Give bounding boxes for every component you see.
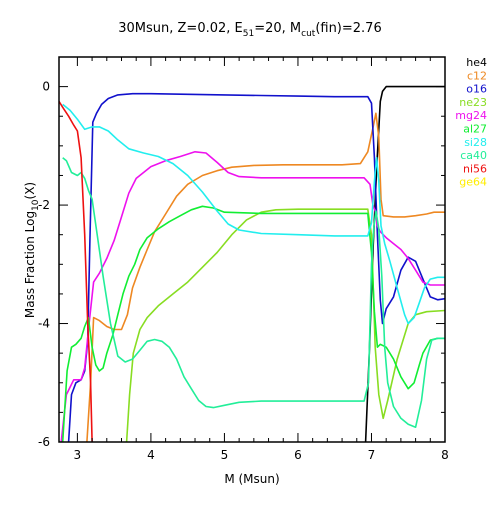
- series-line-ni56: [59, 100, 93, 442]
- legend-entry-he4: he4: [466, 56, 487, 69]
- legend-entry-ne23: ne23: [459, 96, 487, 109]
- x-tick-label: 4: [147, 448, 155, 462]
- series-line-mg24: [60, 151, 445, 442]
- y-tick-label: -4: [38, 317, 50, 331]
- title-sub1: 51: [243, 29, 254, 39]
- legend-entry-ge64: ge64: [459, 176, 487, 189]
- tick-layer: [59, 56, 446, 443]
- legend-entry-al27: al27: [463, 123, 487, 136]
- legend-entry-ni56: ni56: [463, 162, 487, 175]
- legend-entry-mg24: mg24: [455, 109, 487, 122]
- x-tick-label: 6: [294, 448, 302, 462]
- legend-entry-si28: si28: [464, 136, 487, 149]
- title-sub2: cut: [301, 29, 316, 39]
- series-line-ca40: [62, 157, 445, 428]
- series-line-o16: [67, 92, 445, 442]
- x-axis-label: M (Msun): [224, 472, 279, 486]
- legend-entry-o16: o16: [466, 83, 487, 96]
- plot-area: [58, 56, 446, 443]
- series-line-si28: [62, 103, 445, 325]
- y-tick-label: -2: [38, 198, 50, 212]
- series-line-c12: [86, 112, 445, 442]
- y-tick-labels: 0 -2 -4 -6: [38, 80, 50, 449]
- legend-entry-ca40: ca40: [460, 149, 487, 162]
- y-axis-label: Mass Fraction Log10(X): [23, 182, 41, 318]
- x-tick-label: 5: [221, 448, 229, 462]
- y-tick-label: 0: [42, 80, 50, 94]
- series-layer: [59, 85, 445, 442]
- y-label-sub: 10: [31, 199, 41, 211]
- title-mid: =20, M: [254, 21, 301, 36]
- x-tick-labels: 3 4 5 6 7 8: [74, 448, 449, 462]
- plot-frame: [58, 56, 446, 443]
- chart-title: 30Msun, Z=0.02, E51=20, Mcut(fin)=2.76: [118, 21, 381, 39]
- y-tick-label: -6: [38, 435, 50, 449]
- series-line-al27: [61, 205, 445, 442]
- title-suffix: (fin)=2.76: [315, 21, 381, 36]
- title-prefix: 30Msun, Z=0.02, E: [118, 21, 243, 36]
- y-label-suffix: (X): [23, 182, 37, 200]
- x-tick-label: 3: [74, 448, 82, 462]
- series-line-ne23: [125, 208, 445, 442]
- x-tick-label: 8: [441, 448, 449, 462]
- y-label-prefix: Mass Fraction Log: [23, 211, 37, 318]
- legend-entry-c12: c12: [467, 69, 487, 82]
- x-tick-label: 7: [368, 448, 376, 462]
